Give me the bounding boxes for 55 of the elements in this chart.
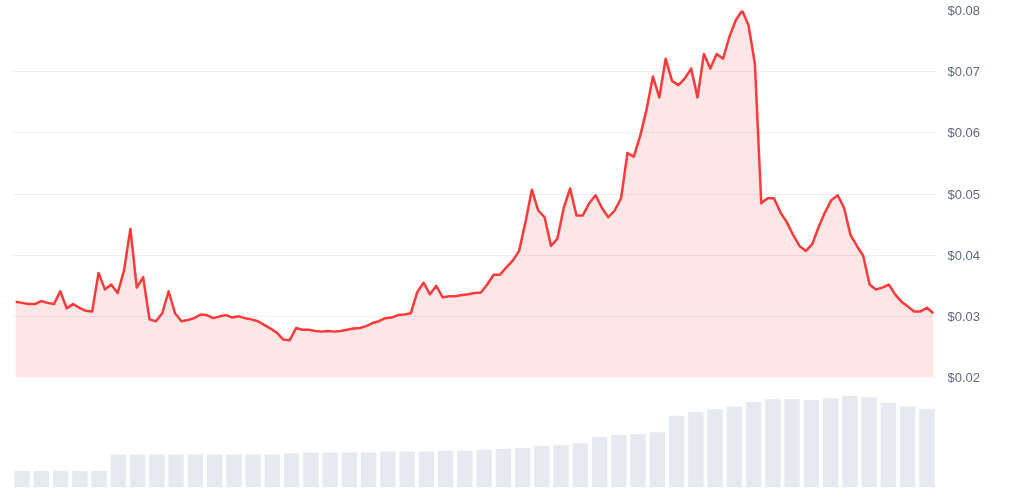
y-tick-label: $0.05 — [947, 186, 981, 202]
bar — [919, 409, 935, 488]
bar — [784, 399, 800, 488]
bar — [611, 435, 627, 488]
bar — [322, 452, 338, 488]
bar — [822, 398, 839, 488]
bar — [91, 470, 107, 488]
bar — [726, 406, 743, 488]
bar — [745, 401, 762, 488]
bar — [688, 412, 704, 488]
y-tick-label: $0.04 — [947, 247, 981, 263]
bar — [72, 470, 88, 488]
bar — [245, 454, 261, 488]
y-tick-label: $0.03 — [947, 308, 981, 324]
bar — [534, 446, 550, 488]
bar — [52, 470, 69, 488]
bar — [283, 453, 300, 488]
bar — [707, 409, 723, 488]
bar — [303, 452, 319, 488]
bar — [630, 434, 646, 488]
bar — [899, 406, 916, 488]
bar — [149, 454, 165, 488]
bar — [187, 454, 204, 488]
bar — [765, 399, 781, 488]
bar — [110, 454, 127, 488]
bar — [668, 415, 685, 488]
bar — [514, 447, 531, 488]
bar — [803, 400, 820, 488]
bar — [437, 450, 454, 488]
bar — [457, 450, 473, 488]
y-tick-label: $0.08 — [947, 3, 981, 18]
bar — [649, 432, 666, 488]
y-tick-label: $0.07 — [947, 64, 981, 80]
bar — [206, 454, 223, 488]
y-tick-label: $0.06 — [947, 125, 981, 141]
bar — [842, 395, 858, 488]
bar — [591, 436, 608, 488]
bar — [476, 449, 492, 488]
bar — [33, 470, 50, 488]
bar — [553, 445, 569, 488]
bar — [14, 470, 30, 488]
bar — [226, 454, 242, 488]
y-tick-label: $0.02 — [947, 370, 981, 385]
bar — [380, 451, 396, 488]
bar — [572, 443, 589, 488]
bar — [861, 397, 877, 488]
bar — [168, 454, 184, 488]
bar — [360, 452, 377, 488]
bar — [341, 452, 358, 488]
bar — [495, 448, 512, 488]
bar — [129, 454, 146, 488]
bar — [399, 451, 415, 488]
bar — [418, 451, 435, 488]
bar — [264, 454, 281, 488]
bar — [880, 402, 897, 488]
